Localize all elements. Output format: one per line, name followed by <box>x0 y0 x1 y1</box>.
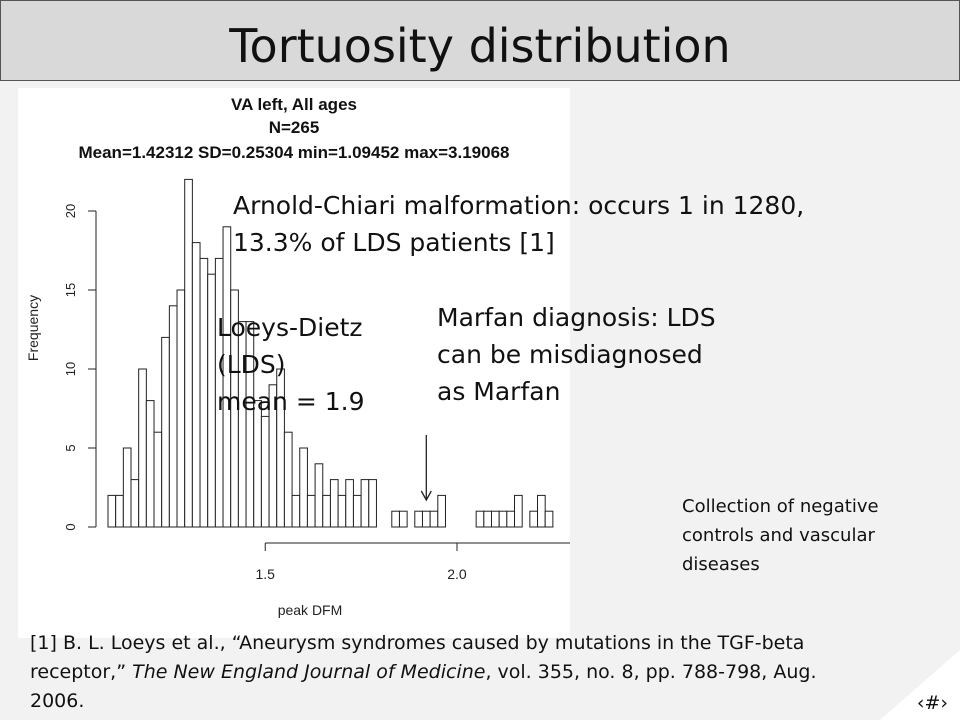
slide-title: Tortuosity distribution <box>229 19 731 73</box>
histogram-bar <box>429 510 439 528</box>
y-tick-label: 10 <box>63 362 78 376</box>
histogram-bar <box>483 510 492 528</box>
citation-part-1: [1] B. L. Loeys et al., “Aneurysm syndro… <box>30 632 805 683</box>
histogram-bar <box>414 510 423 528</box>
histogram-bar <box>145 400 155 528</box>
histogram-bar <box>199 257 209 528</box>
x-tick-label: 1.5 <box>256 566 276 582</box>
arrow-head <box>420 490 432 502</box>
histogram-bar <box>337 494 347 528</box>
histogram-bar <box>176 289 186 528</box>
histogram-bar <box>537 494 546 528</box>
histogram-bar <box>299 447 308 528</box>
histogram-bar <box>153 431 163 528</box>
collection-note: Collection of negative controls and vasc… <box>682 492 879 579</box>
histogram-bar <box>491 510 500 528</box>
chart-title-line-1: VA left, All ages <box>231 95 357 114</box>
arnold-chiari-annotation: Arnold-Chiari malformation: occurs 1 in … <box>233 187 804 261</box>
histogram-bar <box>529 510 539 528</box>
loeys-dietz-annotation: Loeys-Dietz (LDS) mean = 1.9 <box>217 309 365 420</box>
histogram-bar <box>391 510 400 528</box>
histogram-bar <box>506 510 516 528</box>
loeys-dietz-line-3: mean = 1.9 <box>217 387 365 416</box>
citation-part-2: , vol. 355, no. 8, pp. 788-798, Aug. 200… <box>30 661 817 712</box>
collection-line-3: diseases <box>682 554 760 575</box>
chart-title-line-3: Mean=1.42312 SD=0.25304 min=1.09452 max=… <box>78 143 509 162</box>
histogram-bar <box>130 479 140 528</box>
histogram-bar <box>115 494 124 528</box>
arnold-chiari-line-2: 13.3% of LDS patients [1] <box>233 228 555 257</box>
histogram-bar <box>207 273 216 528</box>
citation-journal: The New England Journal of Medicine <box>132 661 486 683</box>
histogram-chart: VA left, All ages N=265 Mean=1.42312 SD=0.… <box>25 95 570 618</box>
histogram-bar <box>260 415 270 528</box>
marfan-annotation: Marfan diagnosis: LDS can be misdiagnose… <box>437 299 716 410</box>
down-arrow-marker <box>420 435 432 502</box>
y-tick-label: 0 <box>63 523 78 530</box>
y-tick-label: 5 <box>63 444 78 451</box>
y-tick-label: 20 <box>63 204 78 218</box>
histogram-bar <box>138 368 147 528</box>
title-bar: Tortuosity distribution <box>0 0 960 81</box>
histogram-bar <box>437 494 446 528</box>
marfan-line-2: can be misdiagnosed <box>437 340 703 369</box>
histogram-bar <box>368 479 377 528</box>
histogram-bar <box>345 479 354 528</box>
slide-number: ‹#› <box>916 692 948 714</box>
histogram-bar <box>107 494 117 528</box>
chart-title-line-2: N=265 <box>269 118 320 137</box>
histogram-bar <box>329 479 339 528</box>
histogram-bar <box>306 494 316 528</box>
histogram-bar <box>291 494 301 528</box>
histogram-bar <box>191 242 201 528</box>
histogram-bar <box>283 431 293 528</box>
histogram-bar <box>352 494 362 528</box>
x-tick-label: 2.0 <box>447 566 467 582</box>
y-tick-label: 15 <box>63 283 78 297</box>
histogram-bar <box>498 510 508 528</box>
histogram-bar <box>514 494 523 528</box>
citation: [1] B. L. Loeys et al., “Aneurysm syndro… <box>30 629 850 716</box>
histogram-bar <box>122 447 132 528</box>
marfan-line-1: Marfan diagnosis: LDS <box>437 303 716 332</box>
histogram-bar <box>544 510 554 528</box>
loeys-dietz-line-1: Loeys-Dietz <box>217 313 363 342</box>
histogram-bar <box>421 510 431 528</box>
histogram-bar <box>161 336 170 528</box>
histogram-bar <box>398 510 408 528</box>
marfan-line-3: as Marfan <box>437 377 561 406</box>
arnold-chiari-line-1: Arnold-Chiari malformation: occurs 1 in … <box>233 191 805 220</box>
histogram-bar <box>322 494 331 528</box>
histogram-bar <box>360 479 370 528</box>
histogram-bar <box>475 510 485 528</box>
collection-line-2: controls and vascular <box>682 525 875 546</box>
histogram-panel: VA left, All ages N=265 Mean=1.42312 SD=0.… <box>18 88 570 638</box>
loeys-dietz-line-2: (LDS) <box>217 350 286 379</box>
histogram-bar <box>314 463 324 528</box>
histogram-bar <box>184 178 193 528</box>
page-corner-decoration <box>880 650 960 720</box>
histogram-bar <box>168 305 178 528</box>
collection-line-1: Collection of negative <box>682 496 879 517</box>
x-axis-label: peak DFM <box>278 602 343 618</box>
y-axis-label: Frequency <box>25 295 41 361</box>
